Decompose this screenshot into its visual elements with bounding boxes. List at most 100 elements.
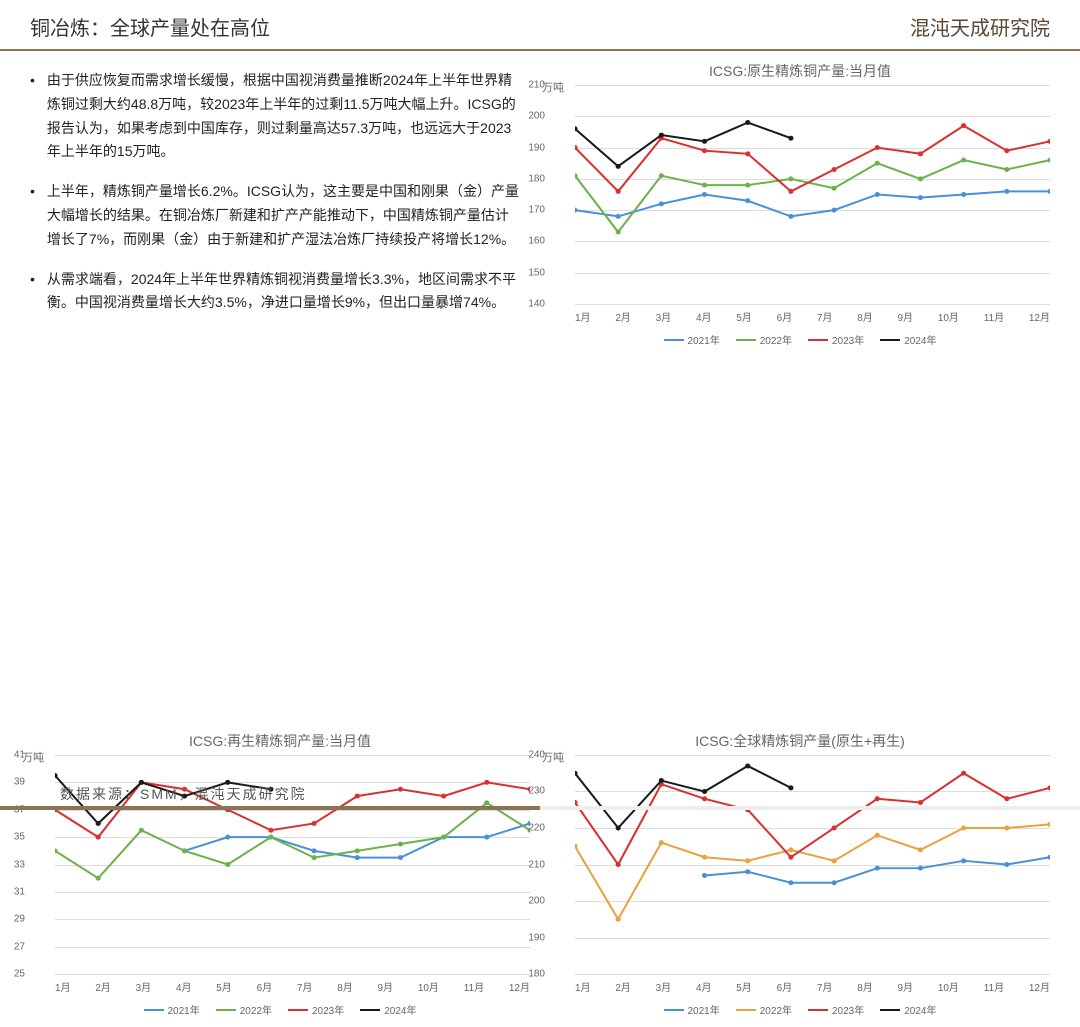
data-point [312, 855, 317, 860]
legend-item-2021: 2021年 [664, 332, 720, 347]
bullet-text: 从需求端看，2024年上半年世界精炼铜视消费量增长3.3%，地区间需求不平衡。中… [47, 268, 520, 316]
bullet-item: •由于供应恢复而需求增长缓慢，根据中国视消费量推断2024年上半年世界精炼铜过剩… [30, 69, 520, 164]
y-tick: 27 [14, 941, 25, 952]
data-point [659, 133, 664, 138]
x-tick: 1月 [575, 309, 591, 324]
y-tick: 160 [528, 236, 545, 247]
data-point [961, 826, 966, 831]
y-tick: 180 [528, 969, 545, 980]
data-point [961, 123, 966, 128]
data-point [832, 208, 837, 213]
data-point [788, 214, 793, 219]
y-tick: 29 [14, 914, 25, 925]
data-point [745, 183, 750, 188]
y-tick: 200 [528, 111, 545, 122]
y-tick: 33 [14, 859, 25, 870]
x-axis: 1月2月3月4月5月6月7月8月9月10月11月12月 [575, 975, 1050, 994]
chart-primary-production: ICSG:原生精炼铜产量:当月值 万吨 14015016017018019020… [540, 61, 1060, 381]
data-point [1004, 826, 1009, 831]
x-tick: 12月 [509, 979, 530, 994]
data-point [355, 848, 360, 853]
data-point [961, 192, 966, 197]
data-point [398, 855, 403, 860]
chart-title: ICSG:再生精炼铜产量:当月值 [20, 731, 540, 751]
chart-title: ICSG:原生精炼铜产量:当月值 [540, 61, 1060, 81]
data-point [1047, 822, 1050, 827]
data-point [96, 821, 101, 826]
data-point [788, 847, 793, 852]
data-point [875, 833, 880, 838]
y-tick: 140 [528, 299, 545, 310]
data-point [1047, 139, 1050, 144]
bullet-text: 上半年，精炼铜产量增长6.2%。ICSG认为，这主要是中国和刚果（金）产量大幅增… [47, 180, 520, 251]
x-tick: 7月 [817, 979, 833, 994]
logo: 混沌天成研究院 [910, 12, 1050, 41]
data-point [659, 173, 664, 178]
x-tick: 5月 [736, 309, 752, 324]
data-point [659, 778, 664, 783]
legend-item-2024: 2024年 [880, 1002, 936, 1017]
x-tick: 8月 [857, 309, 873, 324]
x-tick: 12月 [1029, 309, 1050, 324]
data-point [225, 862, 230, 867]
bullet-item: •从需求端看，2024年上半年世界精炼铜视消费量增长3.3%，地区间需求不平衡。… [30, 268, 520, 316]
y-axis-label: 万吨 [22, 749, 44, 765]
data-point [875, 866, 880, 871]
data-point [96, 835, 101, 840]
y-tick: 35 [14, 832, 25, 843]
legend: 2021年2022年2023年2024年 [540, 332, 1060, 347]
data-point [1047, 785, 1050, 790]
chart-area: 180190200210220230240 [575, 755, 1050, 975]
data-point [484, 835, 489, 840]
y-tick: 39 [14, 777, 25, 788]
data-point [918, 866, 923, 871]
y-tick: 180 [528, 173, 545, 184]
legend-item-2022: 2022年 [736, 1002, 792, 1017]
data-point [702, 192, 707, 197]
data-point [745, 858, 750, 863]
data-source: 数据来源：SMM，混沌天成研究院 [60, 784, 307, 804]
data-point [355, 855, 360, 860]
data-point [398, 787, 403, 792]
legend-item-2024: 2024年 [880, 332, 936, 347]
data-point [616, 164, 621, 169]
data-point [961, 158, 966, 163]
data-point [961, 771, 966, 776]
x-axis: 1月2月3月4月5月6月7月8月9月10月11月12月 [575, 305, 1050, 324]
x-tick: 11月 [464, 979, 484, 994]
data-point [788, 880, 793, 885]
data-point [745, 120, 750, 125]
legend-item-2023: 2023年 [808, 332, 864, 347]
data-point [616, 189, 621, 194]
series-line-2022 [575, 824, 1050, 919]
data-point [702, 139, 707, 144]
data-point [875, 796, 880, 801]
data-point [139, 828, 144, 833]
y-tick: 31 [14, 886, 25, 897]
y-tick: 190 [528, 142, 545, 153]
data-point [1047, 189, 1050, 194]
y-tick: 230 [528, 786, 545, 797]
data-point [788, 176, 793, 181]
data-point [312, 821, 317, 826]
y-tick: 150 [528, 267, 545, 278]
y-tick: 240 [528, 750, 545, 761]
legend-item-2021: 2021年 [664, 1002, 720, 1017]
legend-item-2023: 2023年 [808, 1002, 864, 1017]
data-point [745, 198, 750, 203]
legend-item-2024: 2024年 [360, 1002, 416, 1017]
data-point [616, 917, 621, 922]
chart-area: 140150160170180190200210 [575, 85, 1050, 305]
data-point [745, 763, 750, 768]
legend: 2021年 2022年 2023年 2024年 [540, 1002, 1060, 1017]
data-point [268, 835, 273, 840]
y-tick: 170 [528, 205, 545, 216]
chart-title: ICSG:全球精炼铜产量(原生+再生) [540, 731, 1060, 751]
series-line-2023 [575, 126, 1050, 192]
page-title: 铜冶炼：全球产量处在高位 [30, 12, 270, 41]
bullet-text: 由于供应恢复而需求增长缓慢，根据中国视消费量推断2024年上半年世界精炼铜过剩大… [47, 69, 520, 164]
bullet-item: •上半年，精炼铜产量增长6.2%。ICSG认为，这主要是中国和刚果（金）产量大幅… [30, 180, 520, 251]
grid-line [55, 974, 530, 975]
x-tick: 3月 [656, 309, 672, 324]
x-tick: 4月 [696, 979, 712, 994]
